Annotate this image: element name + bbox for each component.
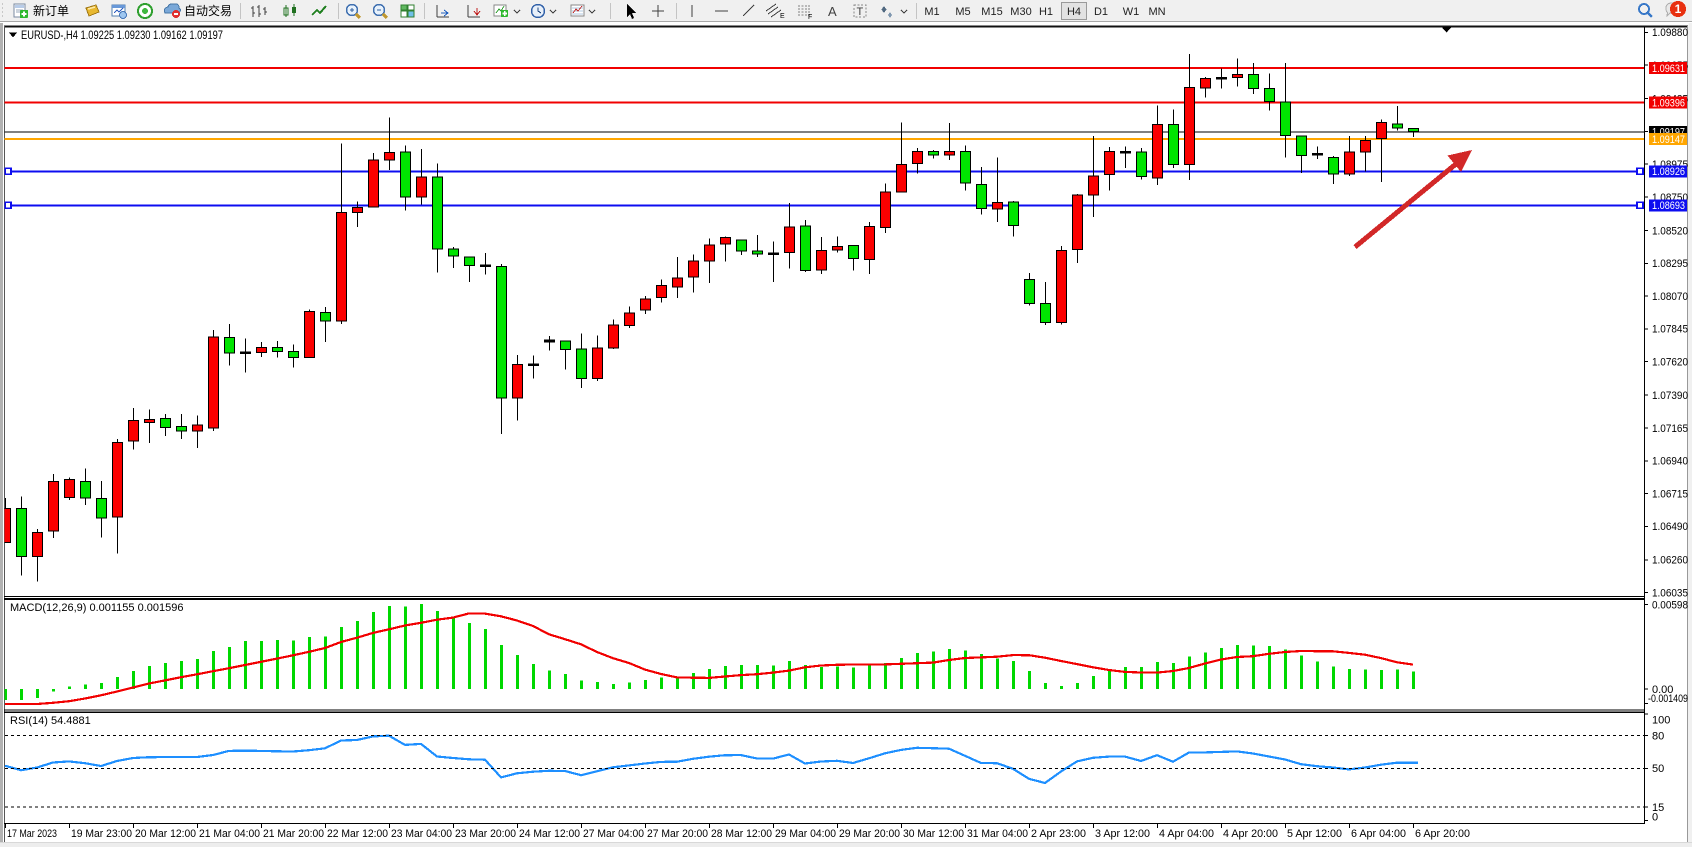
svg-text:-0.001409: -0.001409 [1648,693,1688,705]
svg-text:1.09631: 1.09631 [1652,63,1685,75]
svg-text:1.07165: 1.07165 [1652,423,1688,435]
svg-text:15: 15 [1652,802,1664,814]
svg-text:D1: D1 [1094,6,1108,18]
svg-text:3 Apr 12:00: 3 Apr 12:00 [1095,828,1150,840]
svg-text:80: 80 [1652,730,1664,742]
svg-text:1.09147: 1.09147 [1652,134,1685,146]
svg-text:自动交易: 自动交易 [184,3,232,18]
svg-text:0.00: 0.00 [1652,684,1673,696]
svg-text:31 Mar 04:00: 31 Mar 04:00 [967,828,1028,840]
svg-text:27 Mar 20:00: 27 Mar 20:00 [647,828,708,840]
svg-text:1.06260: 1.06260 [1652,555,1688,567]
svg-text:0: 0 [1652,812,1658,824]
svg-text:6 Apr 04:00: 6 Apr 04:00 [1351,828,1406,840]
svg-text:RSI(14) 54.4881: RSI(14) 54.4881 [10,715,91,727]
svg-text:MN: MN [1148,6,1165,18]
svg-text:1.07620: 1.07620 [1652,357,1688,369]
svg-text:1.07390: 1.07390 [1652,390,1688,402]
svg-text:1.09396: 1.09396 [1652,97,1685,109]
svg-text:H4: H4 [1067,6,1081,18]
svg-text:EURUSD-,H4 1.09225 1.09230 1.: EURUSD-,H4 1.09225 1.09230 1.09162 1.091… [21,30,223,42]
svg-text:29 Mar 20:00: 29 Mar 20:00 [839,828,900,840]
svg-text:4 Apr 04:00: 4 Apr 04:00 [1159,828,1214,840]
svg-text:M5: M5 [955,6,970,18]
svg-text:1: 1 [1675,2,1682,16]
svg-text:19 Mar 23:00: 19 Mar 23:00 [71,828,132,840]
svg-text:1.08926: 1.08926 [1652,166,1685,178]
svg-text:5 Apr 12:00: 5 Apr 12:00 [1287,828,1342,840]
svg-text:2 Apr 23:00: 2 Apr 23:00 [1031,828,1086,840]
svg-text:E: E [780,13,785,20]
svg-text:1.08693: 1.08693 [1652,200,1685,212]
svg-text:1.08295: 1.08295 [1652,258,1688,270]
svg-text:1.06940: 1.06940 [1652,456,1688,468]
svg-text:6 Apr 20:00: 6 Apr 20:00 [1415,828,1470,840]
svg-text:M15: M15 [981,6,1002,18]
svg-text:1.06490: 1.06490 [1652,521,1688,533]
svg-text:T: T [857,6,864,18]
svg-text:F: F [808,14,812,21]
svg-text:28 Mar 12:00: 28 Mar 12:00 [711,828,772,840]
svg-text:20 Mar 12:00: 20 Mar 12:00 [135,828,196,840]
svg-text:1.09880: 1.09880 [1652,27,1688,39]
svg-text:新订单: 新订单 [33,3,69,18]
svg-text:27 Mar 04:00: 27 Mar 04:00 [583,828,644,840]
svg-text:29 Mar 04:00: 29 Mar 04:00 [775,828,836,840]
svg-text:22 Mar 12:00: 22 Mar 12:00 [327,828,388,840]
svg-text:100: 100 [1652,714,1670,726]
svg-text:1.06035: 1.06035 [1652,588,1688,600]
svg-text:17 Mar 2023: 17 Mar 2023 [7,828,57,840]
svg-text:1.06715: 1.06715 [1652,488,1688,500]
svg-text:1.08070: 1.08070 [1652,291,1688,303]
svg-text:MACD(12,26,9) 0.001155 0.00159: MACD(12,26,9) 0.001155 0.001596 [10,602,183,614]
svg-text:1.07845: 1.07845 [1652,324,1688,336]
svg-text:M30: M30 [1010,6,1031,18]
svg-text:W1: W1 [1123,6,1140,18]
svg-text:23 Mar 20:00: 23 Mar 20:00 [455,828,516,840]
svg-text:A: A [828,4,837,19]
svg-text:23 Mar 04:00: 23 Mar 04:00 [391,828,452,840]
svg-text:H1: H1 [1039,6,1053,18]
svg-text:0.00598: 0.00598 [1652,599,1688,611]
svg-text:1.08520: 1.08520 [1652,225,1688,237]
svg-text:M1: M1 [924,6,939,18]
svg-text:30 Mar 12:00: 30 Mar 12:00 [903,828,964,840]
svg-text:21 Mar 04:00: 21 Mar 04:00 [199,828,260,840]
svg-text:24 Mar 12:00: 24 Mar 12:00 [519,828,580,840]
svg-text:21 Mar 20:00: 21 Mar 20:00 [263,828,324,840]
svg-text:4 Apr 20:00: 4 Apr 20:00 [1223,828,1278,840]
svg-text:50: 50 [1652,763,1664,775]
